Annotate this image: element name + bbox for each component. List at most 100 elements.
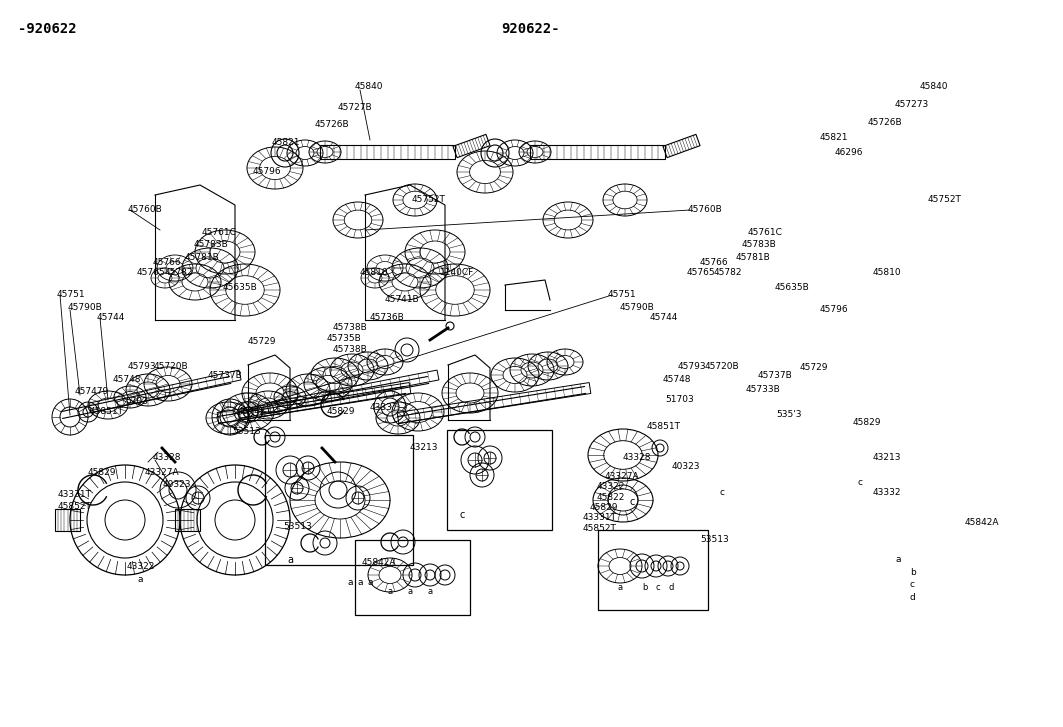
- Text: 45741B: 45741B: [385, 295, 420, 304]
- Text: 45790B: 45790B: [620, 303, 655, 312]
- Text: a: a: [348, 578, 354, 587]
- Text: 45829: 45829: [327, 407, 355, 416]
- Text: 45810: 45810: [873, 268, 901, 277]
- Text: 45635B: 45635B: [223, 283, 257, 292]
- Text: 45796: 45796: [253, 167, 282, 176]
- Text: 45729: 45729: [248, 337, 276, 346]
- Text: 43213: 43213: [410, 443, 439, 452]
- Text: -920622: -920622: [18, 22, 77, 36]
- Text: a: a: [427, 587, 433, 596]
- Text: b: b: [910, 568, 915, 577]
- Text: 53513: 53513: [701, 535, 729, 544]
- Text: b: b: [642, 583, 647, 592]
- Text: 45810: 45810: [360, 268, 389, 277]
- Text: 53513: 53513: [283, 522, 311, 531]
- Text: 43328: 43328: [153, 453, 182, 462]
- Text: 43322: 43322: [597, 482, 625, 491]
- Text: 45766: 45766: [153, 258, 182, 267]
- Text: 43331T: 43331T: [58, 490, 92, 499]
- Text: 45821: 45821: [820, 133, 848, 142]
- Text: 45760B: 45760B: [128, 205, 163, 214]
- Text: a: a: [895, 555, 900, 564]
- Text: a: a: [137, 575, 142, 584]
- Text: 45766: 45766: [701, 258, 728, 267]
- Text: 45829: 45829: [88, 468, 117, 477]
- Text: a: a: [618, 583, 623, 592]
- Text: 45720B: 45720B: [705, 362, 740, 371]
- Text: 43327A: 43327A: [145, 468, 180, 477]
- Text: 45748: 45748: [113, 375, 141, 384]
- Text: 43213: 43213: [873, 453, 901, 462]
- Text: 45738B: 45738B: [333, 345, 368, 354]
- Text: 45761C: 45761C: [202, 228, 237, 237]
- Text: 45781B: 45781B: [736, 253, 771, 262]
- Text: 45742: 45742: [238, 407, 267, 416]
- Text: 45851T: 45851T: [90, 407, 124, 416]
- Text: 45751: 45751: [608, 290, 637, 299]
- Text: 45726B: 45726B: [315, 120, 350, 129]
- Text: c: c: [720, 488, 725, 497]
- Text: 45729: 45729: [800, 363, 828, 372]
- Text: 457479: 457479: [75, 387, 109, 396]
- Text: c: c: [910, 580, 915, 589]
- Text: d: d: [910, 593, 915, 602]
- Text: 43332: 43332: [873, 488, 901, 497]
- Text: a: a: [387, 587, 392, 596]
- Text: 45735B: 45735B: [327, 334, 361, 343]
- Text: 45765: 45765: [687, 268, 715, 277]
- Text: 45635B: 45635B: [775, 283, 810, 292]
- Text: a: a: [358, 578, 364, 587]
- Text: 457273: 457273: [895, 100, 929, 109]
- Text: 45737B: 45737B: [758, 371, 793, 380]
- Text: 45829: 45829: [853, 418, 881, 427]
- Text: 45796: 45796: [820, 305, 848, 314]
- Text: 535'3: 535'3: [776, 410, 802, 419]
- Text: 40323: 40323: [672, 462, 701, 471]
- Text: 45720B: 45720B: [154, 362, 188, 371]
- Text: a: a: [368, 578, 373, 587]
- Text: 45781B: 45781B: [185, 253, 220, 262]
- Text: 45793: 45793: [128, 362, 156, 371]
- Text: 53513: 53513: [232, 427, 260, 436]
- Text: 45737B: 45737B: [208, 371, 242, 380]
- Text: 40323: 40323: [163, 480, 191, 489]
- Text: 45822: 45822: [597, 493, 625, 502]
- Text: 45790B: 45790B: [68, 303, 103, 312]
- Bar: [598, 530, 708, 610]
- Text: 43327A: 43327A: [605, 472, 640, 481]
- Text: 45752T: 45752T: [412, 195, 445, 204]
- Text: c: c: [459, 510, 465, 520]
- Text: 45744: 45744: [97, 313, 125, 322]
- Bar: [355, 540, 470, 615]
- Text: a: a: [407, 587, 412, 596]
- Text: 45851T: 45851T: [647, 422, 681, 431]
- Text: 43322: 43322: [126, 562, 155, 571]
- Text: 45840: 45840: [919, 82, 948, 91]
- Text: 45736B: 45736B: [370, 313, 405, 322]
- Text: c: c: [630, 497, 636, 507]
- Text: 920622-: 920622-: [502, 22, 560, 36]
- Text: 45726B: 45726B: [868, 118, 902, 127]
- Text: 1140CF: 1140CF: [440, 268, 474, 277]
- Text: 45752T: 45752T: [928, 195, 962, 204]
- Text: 45751: 45751: [57, 290, 86, 299]
- Text: 45738B: 45738B: [333, 323, 368, 332]
- Text: a: a: [287, 555, 293, 565]
- Text: 45829: 45829: [590, 503, 619, 512]
- Text: 45793: 45793: [678, 362, 707, 371]
- Text: 51703: 51703: [665, 395, 694, 404]
- Text: 45765: 45765: [137, 268, 166, 277]
- Text: 45782: 45782: [714, 268, 742, 277]
- Text: c: c: [857, 478, 862, 487]
- Text: 43328: 43328: [623, 453, 652, 462]
- Text: 43331T: 43331T: [583, 513, 617, 522]
- Text: 45842A: 45842A: [965, 518, 999, 527]
- Text: 45821: 45821: [272, 138, 301, 147]
- Text: 45842A: 45842A: [362, 558, 396, 567]
- Text: 45727B: 45727B: [338, 103, 373, 112]
- Text: 45748: 45748: [663, 375, 692, 384]
- Text: 45782: 45782: [165, 268, 193, 277]
- Text: 5703: 5703: [125, 397, 148, 406]
- Bar: [448, 430, 552, 530]
- Text: 46296: 46296: [836, 148, 863, 157]
